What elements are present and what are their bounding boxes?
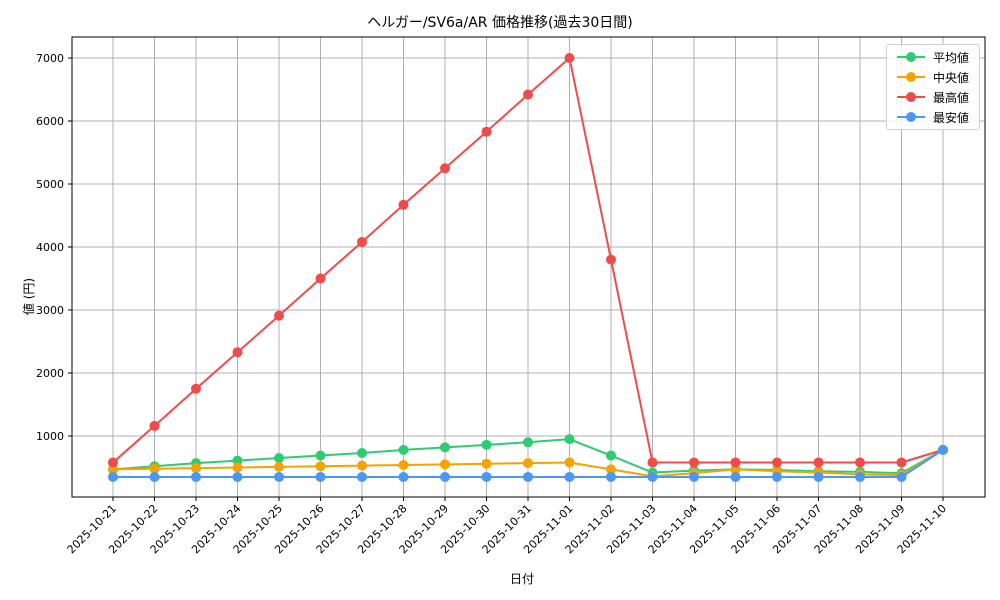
data-point-marker (730, 457, 741, 468)
data-point-marker (855, 471, 865, 482)
data-point-marker (357, 448, 367, 459)
data-point-marker (315, 471, 326, 482)
data-point-marker (357, 471, 367, 482)
data-point-marker (564, 53, 575, 63)
legend: 平均値 中央値 最高値 最安値 (886, 44, 980, 130)
data-point-marker (232, 462, 243, 473)
legend-item-min: 最安値 (893, 107, 977, 127)
y-tick-label: 5000 (36, 178, 64, 191)
data-point-marker (689, 471, 699, 482)
data-point-marker (523, 437, 533, 448)
data-point-marker (232, 455, 243, 466)
data-point-marker (149, 463, 160, 474)
data-point-marker (398, 459, 409, 470)
data-point-marker (440, 471, 450, 482)
grid-lines (72, 37, 985, 497)
data-point-marker (398, 444, 409, 455)
legend-item-median: 中央値 (893, 67, 977, 87)
y-tick-label: 3000 (36, 304, 64, 317)
chart-title: ヘルガー/SV6a/AR 価格推移(過去30日間) (367, 15, 633, 31)
data-point-marker (564, 457, 575, 468)
data-point-marker (772, 471, 782, 482)
data-point-marker (896, 457, 907, 468)
data-point-marker (108, 464, 118, 475)
data-point-marker (398, 471, 409, 482)
data-point-marker (481, 439, 492, 450)
y-tick-label: 4000 (36, 241, 64, 254)
data-point-marker (606, 464, 616, 475)
data-point-marker (606, 450, 616, 461)
legend-item-average: 平均値 (893, 47, 977, 67)
data-point-marker (689, 457, 699, 468)
data-point-marker (813, 457, 824, 468)
data-point-marker (523, 458, 533, 469)
y-tick-label: 2000 (36, 367, 64, 380)
y-axis-label: 値 (円) (22, 277, 37, 316)
data-point-marker (440, 442, 450, 453)
data-point-marker (440, 459, 450, 470)
data-point-marker (481, 126, 492, 137)
y-tick-label: 6000 (36, 115, 64, 128)
data-point-marker (191, 471, 201, 482)
data-point-marker (647, 471, 658, 482)
series-最高値 (108, 53, 948, 468)
legend-marker-icon (906, 72, 916, 82)
data-point-marker (523, 471, 533, 482)
y-tick-label: 7000 (36, 52, 64, 65)
legend-marker-icon (906, 112, 916, 122)
data-point-marker (274, 453, 284, 464)
series-最安値 (108, 444, 948, 482)
data-point-marker (647, 457, 658, 468)
data-point-marker (274, 461, 284, 472)
data-point-marker (357, 460, 367, 471)
y-axis-ticks: 1000 2000 3000 4000 5000 6000 7000 (36, 52, 72, 443)
data-point-marker (274, 310, 284, 321)
legend-marker-icon (906, 52, 916, 62)
data-point-marker (772, 457, 782, 468)
data-point-marker (149, 471, 160, 482)
data-point-marker (855, 457, 865, 468)
data-point-marker (357, 236, 367, 247)
data-point-marker (398, 199, 409, 210)
data-point-marker (232, 471, 243, 482)
data-series (108, 53, 948, 482)
data-point-marker (730, 464, 741, 475)
data-point-marker (191, 463, 201, 474)
data-point-marker (315, 273, 326, 284)
data-point-marker (232, 347, 243, 358)
data-point-marker (730, 471, 741, 482)
data-point-marker (813, 471, 824, 482)
legend-marker-icon (906, 92, 916, 102)
data-point-marker (315, 450, 326, 461)
data-point-marker (896, 471, 907, 482)
data-point-marker (564, 471, 575, 482)
data-point-marker (191, 383, 201, 394)
data-point-marker (315, 461, 326, 472)
x-axis-ticks: 2025-10-212025-10-222025-10-232025-10-24… (65, 497, 949, 556)
data-point-marker (564, 434, 575, 445)
data-point-marker (523, 89, 533, 100)
data-point-marker (149, 420, 160, 431)
data-point-marker (108, 471, 118, 482)
data-point-marker (274, 471, 284, 482)
data-point-marker (606, 471, 616, 482)
data-point-marker (606, 254, 616, 265)
data-point-marker (481, 458, 492, 469)
y-tick-label: 1000 (36, 430, 64, 443)
legend-item-max: 最高値 (893, 87, 977, 107)
data-point-marker (481, 471, 492, 482)
data-point-marker (938, 444, 948, 455)
data-point-marker (440, 163, 450, 174)
data-point-marker (108, 457, 118, 468)
x-axis-label: 日付 (510, 572, 535, 586)
